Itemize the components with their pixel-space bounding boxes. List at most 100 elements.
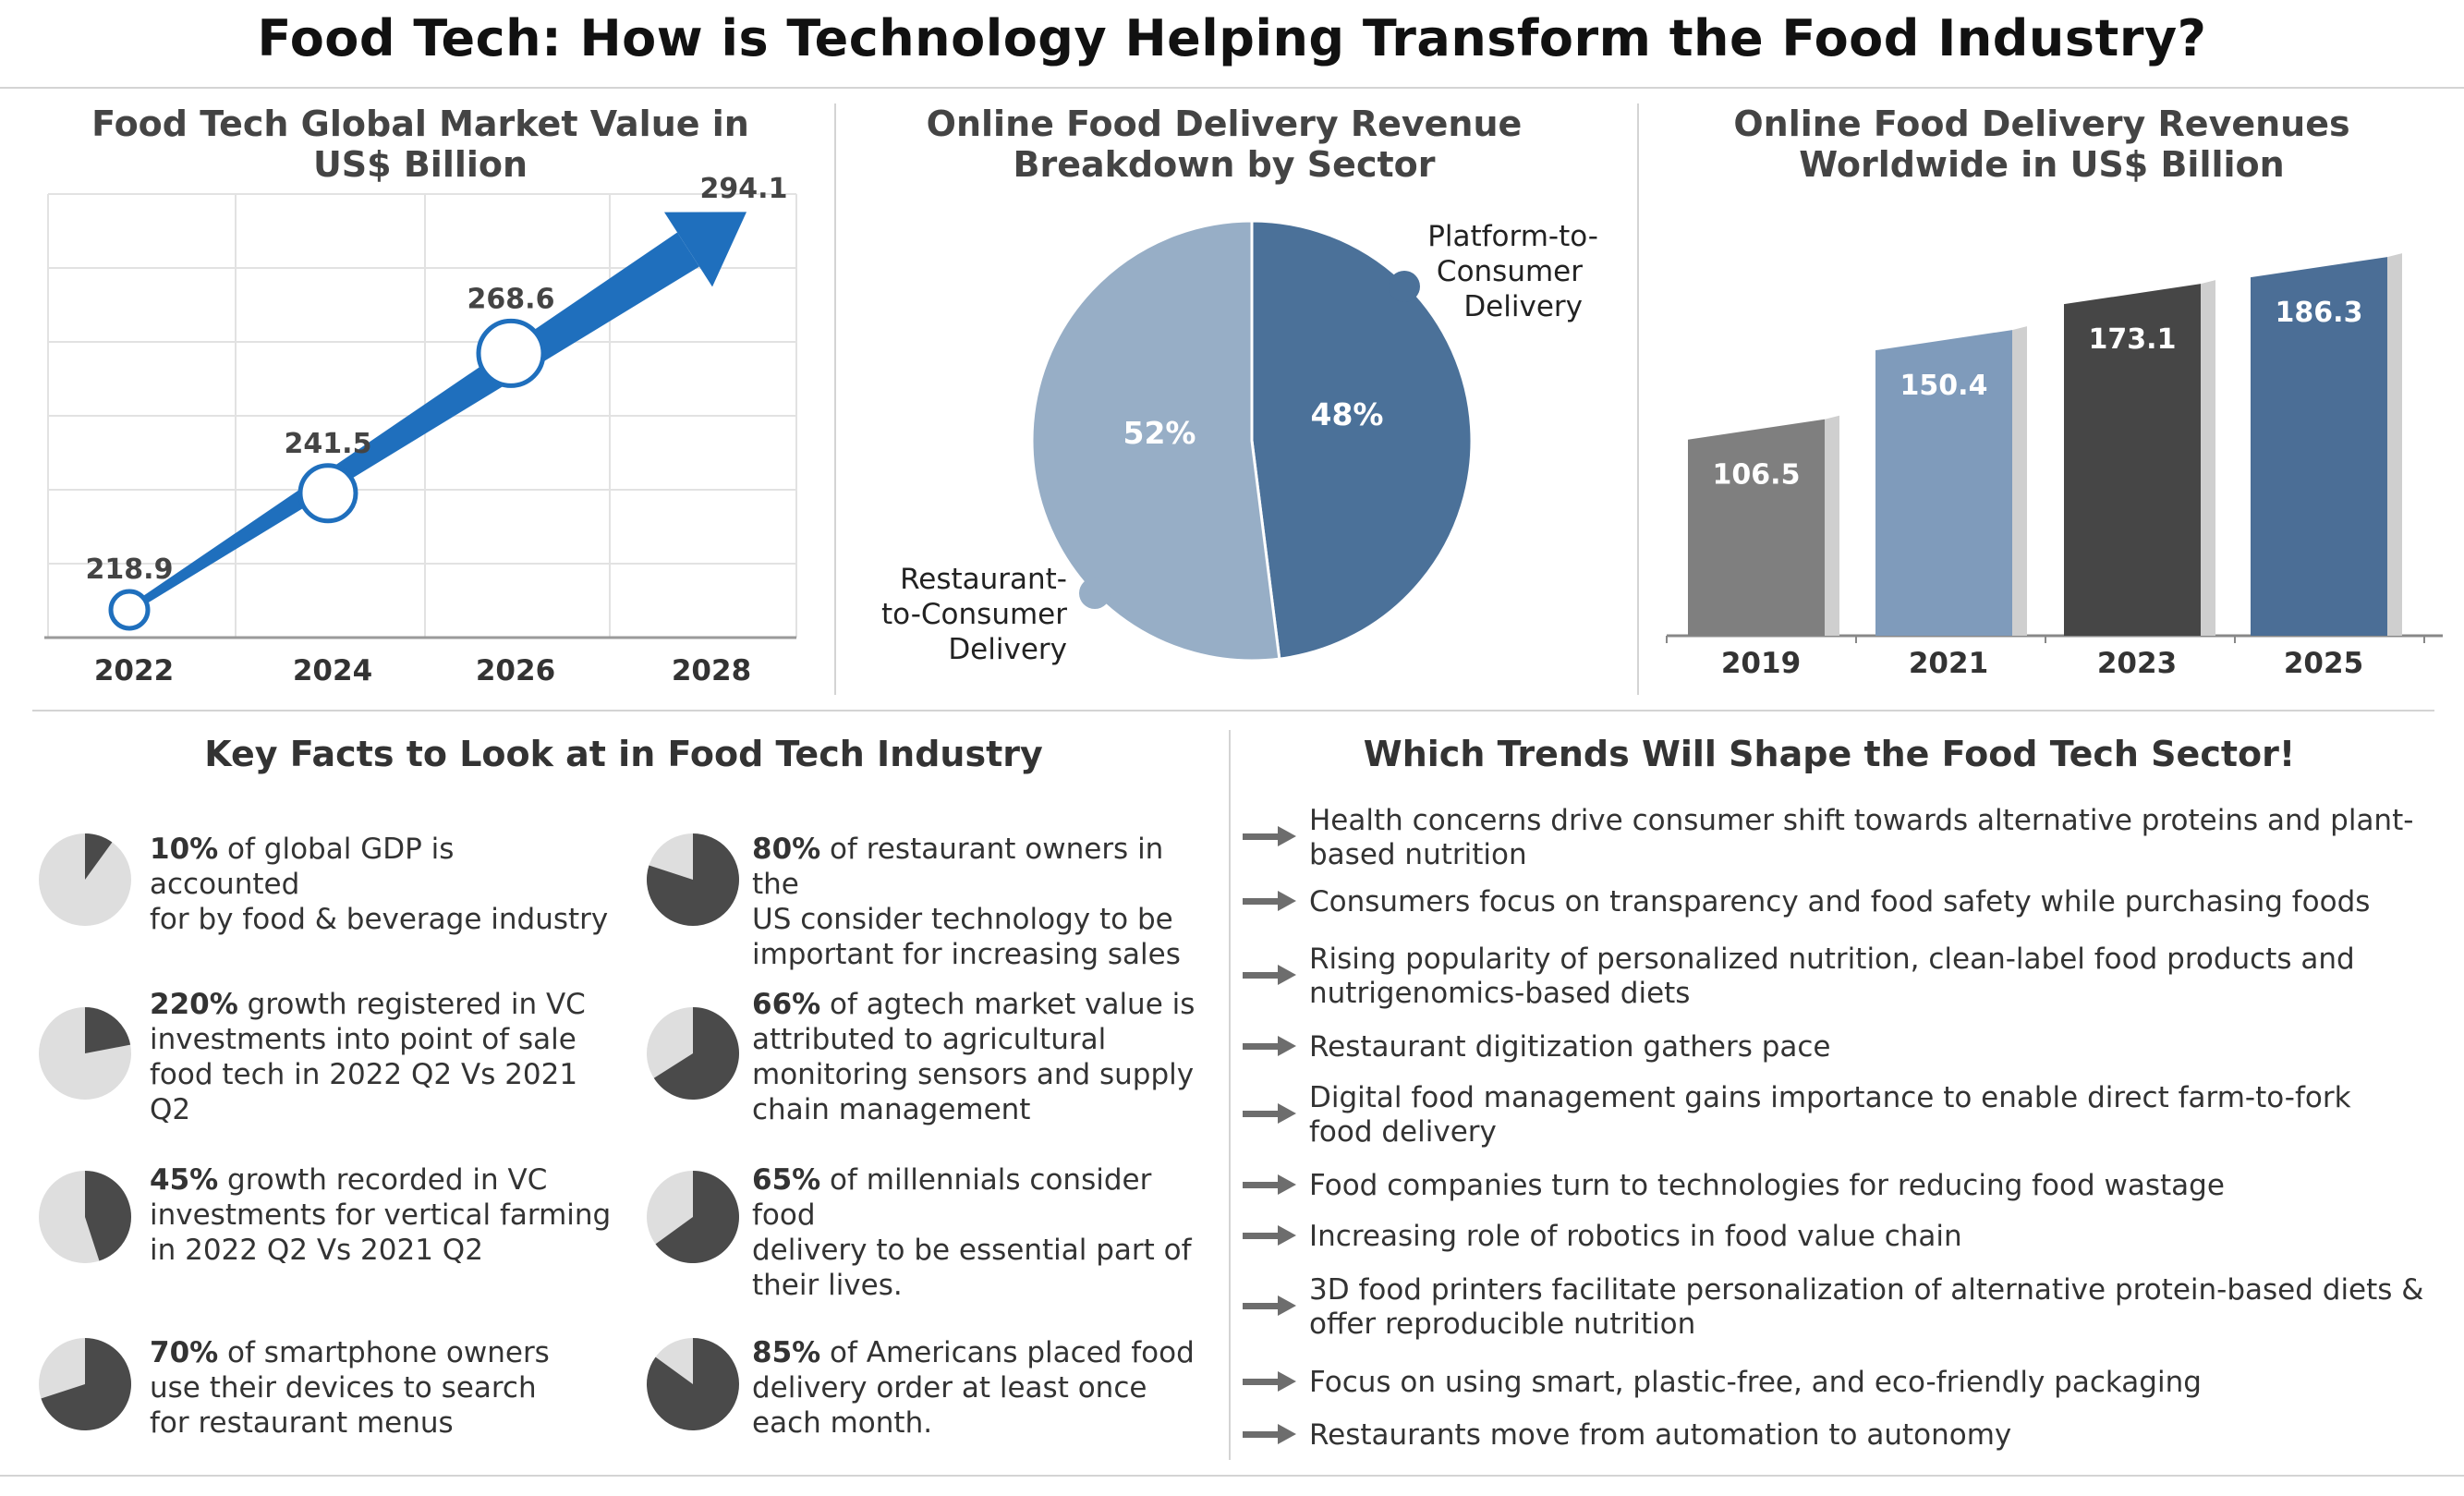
- fact-text: 10% of global GDP is accounted for by foo…: [150, 832, 612, 937]
- data-point-marker: [476, 318, 546, 388]
- fact-highlight: 220%: [150, 988, 238, 1021]
- fact-line: monitoring sensors and supply: [752, 1058, 1195, 1091]
- fact-pie-icon: [39, 833, 131, 926]
- trend-item: Restaurants move from automation to auto…: [1309, 1418, 2464, 1453]
- trends-title: Which Trends Will Shape the Food Tech Se…: [1363, 734, 2296, 774]
- x-tick-label: 2028: [672, 654, 751, 687]
- fact-pie-icon: [647, 1338, 739, 1430]
- fact-text: 85% of Americans placed food delivery ord…: [752, 1335, 1214, 1441]
- x-tick-label: 2025: [2284, 647, 2363, 680]
- fact-text: 66% of agtech market value is attributed …: [752, 987, 1214, 1127]
- fact-pie-icon: [39, 1007, 131, 1100]
- trend-item: Focus on using smart, plastic-free, and …: [1309, 1366, 2464, 1400]
- trend-line: based nutrition: [1309, 838, 1527, 871]
- footer-divider: [0, 1475, 2464, 1477]
- data-label: 268.6: [467, 283, 555, 315]
- fact-text: 65% of millennials consider food delivery…: [752, 1162, 1214, 1303]
- fact-highlight: 10%: [150, 833, 219, 866]
- data-point-marker: [297, 463, 358, 524]
- callout-dot: [1079, 578, 1111, 609]
- fact-line: of millennials consider food: [752, 1163, 1152, 1232]
- fact-line: delivery order at least once: [752, 1371, 1147, 1405]
- x-tick-label: 2019: [1721, 647, 1801, 680]
- arrow-right-icon: [1243, 1036, 1296, 1056]
- arrow-right-icon: [1243, 1371, 1296, 1392]
- trend-line: Increasing role of robotics in food valu…: [1309, 1220, 1962, 1253]
- trend-line: offer reproducible nutrition: [1309, 1307, 1696, 1341]
- arrow-right-icon: [1243, 1174, 1296, 1195]
- bar: [1688, 419, 1825, 636]
- bar-side: [2201, 280, 2215, 636]
- fact-line: of global GDP is accounted: [150, 833, 455, 901]
- bar-side: [1825, 415, 1839, 636]
- data-label: 294.1: [700, 173, 788, 205]
- fact-line: for by food & beverage industry: [150, 903, 609, 936]
- trend-line: Rising popularity of personalized nutrit…: [1309, 943, 2355, 976]
- x-tick-label: 2024: [293, 654, 372, 687]
- fact-line: of Americans placed food: [820, 1336, 1195, 1369]
- fact-pie-icon: [647, 1007, 739, 1100]
- trend-item: Rising popularity of personalized nutrit…: [1309, 943, 2464, 1011]
- fact-pie-slice: [647, 833, 739, 926]
- x-tick-label: 2026: [476, 654, 555, 687]
- trend-arrow-head: [663, 212, 747, 287]
- fact-line: investments into point of sale: [150, 1023, 577, 1056]
- title-divider: [0, 87, 2464, 89]
- delivery-breakdown-pie: 48% 52% Platform-to-Consumer Delivery Restau…: [881, 219, 1598, 666]
- bar-value-label: 106.5: [1713, 459, 1801, 492]
- slice-value-label: 48%: [1311, 396, 1384, 432]
- slice-value-label: 52%: [1123, 415, 1196, 451]
- panel-divider: [834, 103, 836, 695]
- fact-text: 70% of smartphone owners use their device…: [150, 1335, 612, 1441]
- fact-pie-icon: [39, 1338, 131, 1430]
- data-point-marker: [108, 589, 151, 631]
- trend-line: food delivery: [1309, 1115, 1497, 1149]
- bar: [2064, 284, 2201, 636]
- fact-line: US consider technology to be: [752, 903, 1173, 936]
- arrow-right-icon: [1243, 891, 1296, 911]
- bar-value-label: 186.3: [2276, 297, 2363, 329]
- fact-text: 220% growth registered in VC investments …: [150, 987, 612, 1127]
- fact-pie-icon: [647, 1171, 739, 1263]
- trend-line: Health concerns drive consumer shift tow…: [1309, 804, 2414, 837]
- arrow-right-icon: [1243, 1295, 1296, 1316]
- fact-line: use their devices to search: [150, 1371, 537, 1405]
- x-tick-label: 2023: [2097, 647, 2177, 680]
- bar: [1875, 330, 2012, 636]
- fact-pie-slice: [655, 1171, 739, 1263]
- fact-highlight: 65%: [752, 1163, 821, 1197]
- arrow-right-icon: [1243, 1103, 1296, 1124]
- trend-item: 3D food printers facilitate personalizat…: [1309, 1273, 2464, 1342]
- fact-line: in 2022 Q2 Vs 2021 Q2: [150, 1234, 483, 1267]
- arrow-right-icon: [1243, 1424, 1296, 1444]
- trend-line: nutrigenomics-based diets: [1309, 977, 1691, 1010]
- trend-line: Restaurant digitization gathers pace: [1309, 1030, 1831, 1064]
- fact-pie-slice: [647, 1338, 739, 1430]
- fact-pie-slice: [85, 1171, 131, 1261]
- fact-pie-icon: [647, 833, 739, 926]
- fact-line: of restaurant owners in the: [752, 833, 1164, 901]
- bar-side: [2387, 253, 2402, 636]
- callout-dot: [1389, 271, 1420, 302]
- bar: [2251, 257, 2387, 636]
- fact-pie-slice: [653, 1007, 739, 1100]
- arrow-right-icon: [1243, 1225, 1296, 1246]
- trend-line: Focus on using smart, plastic-free, and …: [1309, 1366, 2202, 1399]
- slice-name-label: Restaurant-to-Consumer Delivery: [881, 563, 1067, 666]
- delivery-revenue-chart-title: Online Food Delivery Revenues Worldwide …: [1733, 103, 2350, 185]
- pie-slice: [1030, 219, 1281, 663]
- data-label: 241.5: [285, 428, 372, 460]
- data-label: 218.9: [86, 553, 174, 586]
- fact-line: important for increasing sales: [752, 938, 1181, 971]
- fact-line: attributed to agricultural: [752, 1023, 1107, 1056]
- x-tick-label: 2022: [94, 654, 174, 687]
- fact-highlight: 80%: [752, 833, 821, 866]
- fact-line: for restaurant menus: [150, 1406, 454, 1440]
- bar-value-label: 173.1: [2089, 323, 2177, 356]
- slice-name-label: Platform-to-Consumer Delivery: [1427, 220, 1598, 323]
- fact-line: investments for vertical farming: [150, 1198, 612, 1232]
- arrow-right-icon: [1243, 826, 1296, 846]
- bar-side: [2012, 326, 2027, 636]
- delivery-breakdown-chart-title: Online Food Delivery Revenue Breakdown b…: [926, 103, 1523, 185]
- trend-line: Restaurants move from automation to auto…: [1309, 1418, 2012, 1452]
